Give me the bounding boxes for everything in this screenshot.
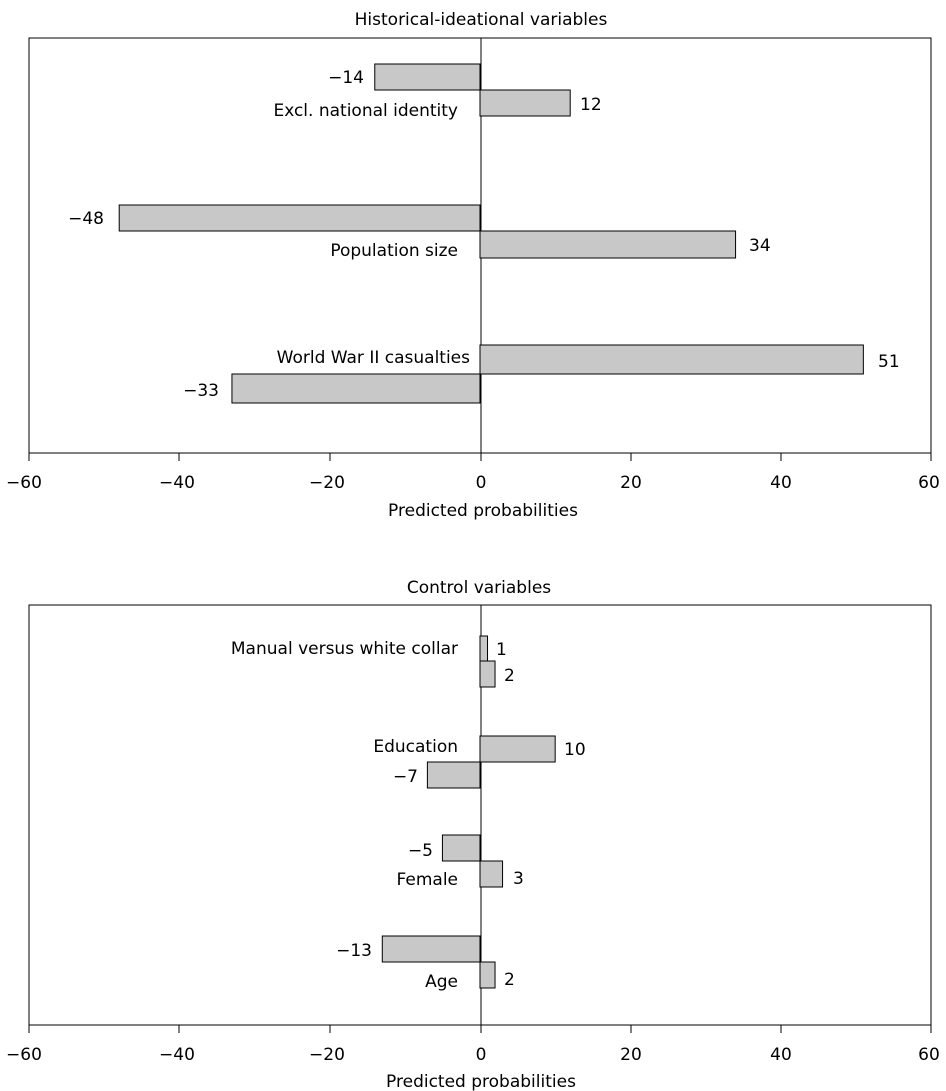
- x-tick-label: −20: [309, 1045, 345, 1065]
- category-label: Manual versus white collar: [231, 639, 458, 659]
- bar-value-label: −5: [408, 841, 433, 861]
- chart-title: Historical-ideational variables: [355, 10, 608, 30]
- bar: [479, 230, 737, 259]
- bar-group: 51 World War II casualties −33: [183, 344, 900, 404]
- x-tick-label: 40: [770, 1045, 792, 1065]
- bar-value-label: 10: [564, 740, 586, 760]
- category-label: Age: [425, 972, 458, 992]
- chart-control-variables: Control variables 1 Manual versus white …: [6, 578, 940, 1091]
- bar-group: −5 3 Female: [397, 834, 524, 890]
- bar: [426, 761, 481, 789]
- bar: [479, 89, 571, 117]
- bar: [479, 860, 504, 888]
- x-tick-label: 0: [476, 473, 487, 493]
- bar-value-label: 34: [749, 236, 771, 256]
- bar-value-label: 1: [496, 640, 507, 660]
- bar: [441, 834, 481, 862]
- bar: [374, 63, 481, 91]
- bar: [479, 344, 864, 375]
- plot-frame: [28, 604, 932, 1026]
- bar-value-label: −7: [393, 767, 418, 787]
- bar-value-label: −14: [328, 68, 364, 88]
- category-label: Education: [373, 737, 458, 757]
- bar-group: 10 Education −7: [373, 735, 586, 789]
- bar: [479, 660, 496, 688]
- bar: [381, 935, 481, 963]
- bar-value-label: −48: [68, 209, 104, 229]
- x-tick-label: −40: [159, 473, 195, 493]
- category-label: Excl. national identity: [273, 101, 458, 121]
- x-axis: −60 −40 −20 0 20 40 60 Predicted probabi…: [6, 1025, 940, 1091]
- category-label: Population size: [330, 241, 458, 261]
- x-tick-label: −40: [159, 1045, 195, 1065]
- bar: [231, 373, 481, 404]
- x-tick-label: 40: [770, 473, 792, 493]
- chart-historical-ideational: Historical-ideational variables −14 12 E…: [6, 10, 940, 521]
- x-tick-label: 20: [620, 473, 642, 493]
- bar-value-label: 12: [580, 95, 602, 115]
- bar: [118, 204, 481, 232]
- bar-value-label: −13: [336, 941, 372, 961]
- bar: [479, 735, 556, 763]
- bar-group: −14 12 Excl. national identity: [273, 63, 602, 121]
- x-tick-label: 20: [620, 1045, 642, 1065]
- x-tick-label: 0: [476, 1045, 487, 1065]
- x-tick-label: −20: [309, 473, 345, 493]
- bar-group: 1 Manual versus white collar 2: [231, 635, 515, 688]
- chart-title: Control variables: [407, 578, 551, 598]
- bar-value-label: 51: [878, 352, 900, 372]
- plot-frame: [28, 37, 932, 454]
- bar-group: −48 34 Population size: [68, 204, 771, 261]
- bar: [479, 961, 496, 989]
- bar-value-label: 2: [504, 970, 515, 990]
- x-axis-label: Predicted probabilities: [386, 1072, 576, 1091]
- bar: [479, 635, 489, 662]
- category-label: World War II casualties: [277, 348, 470, 368]
- x-tick-label: 60: [918, 473, 940, 493]
- category-label: Female: [397, 870, 458, 890]
- bar-value-label: 2: [504, 666, 515, 686]
- x-axis: −60 −40 −20 0 20 40 60 Predicted probabi…: [6, 453, 940, 521]
- x-axis-label: Predicted probabilities: [388, 501, 578, 521]
- x-tick-label: −60: [6, 1045, 42, 1065]
- bar-group: −13 2 Age: [336, 935, 515, 992]
- x-tick-label: 60: [918, 1045, 940, 1065]
- x-tick-label: −60: [6, 473, 42, 493]
- bar-value-label: −33: [183, 381, 219, 401]
- bar-value-label: 3: [513, 869, 524, 889]
